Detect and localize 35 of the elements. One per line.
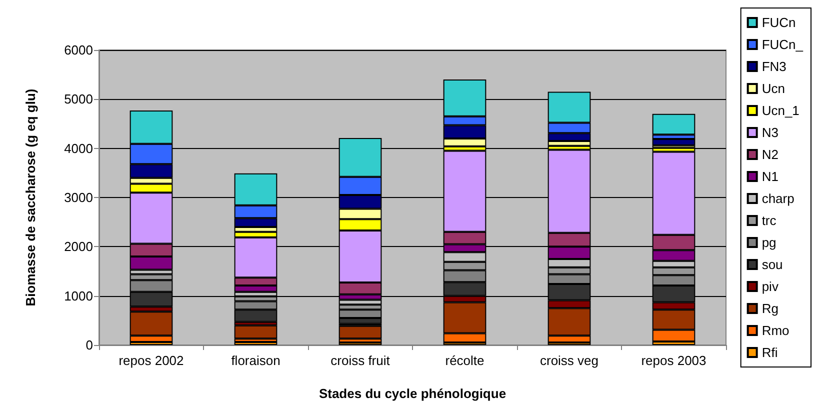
y-tick-label: 4000 [64, 140, 93, 156]
legend-label: piv [762, 279, 779, 294]
bar [234, 325, 278, 339]
legend-label: FUCn_ [762, 37, 804, 52]
x-tick-label: récolte [445, 353, 484, 368]
legend-label: Ucn_1 [762, 103, 800, 118]
y-tick-label: 6000 [64, 42, 93, 58]
bar [652, 114, 696, 135]
x-tick-label: floraison [231, 353, 280, 368]
y-axis-title: Biomasse de saccharose (g eq glu) [23, 88, 38, 306]
legend-label: trc [762, 213, 777, 228]
y-tick-label: 5000 [64, 92, 93, 107]
y-tick-label: 3000 [64, 190, 93, 205]
legend-label: Rmo [762, 323, 790, 338]
legend-label: sou [762, 257, 783, 272]
x-axis-title: Stades du cycle phénologique [318, 386, 506, 401]
legend-label: Rfi [762, 345, 778, 360]
x-tick-label: repos 2003 [641, 353, 706, 368]
y-tick-label: 1000 [64, 288, 93, 304]
x-tick-label: croiss fruit [330, 353, 390, 368]
x-tick-label: repos 2002 [118, 353, 184, 368]
legend-label: FN3 [762, 59, 786, 74]
bar [338, 326, 382, 339]
legend-label: N2 [762, 147, 778, 162]
bar [652, 138, 696, 146]
legend-label: FUCn [762, 15, 796, 30]
legend-label: Ucn [762, 81, 785, 96]
legend-label: Rg [762, 301, 778, 316]
legend-label: N3 [762, 125, 778, 140]
x-tick-label: croiss veg [540, 353, 599, 368]
y-tick-label: 2000 [64, 239, 93, 254]
legend-label: charp [762, 191, 794, 206]
y-tick-label: 0 [86, 338, 93, 352]
legend-label: pg [762, 235, 776, 250]
legend-label: N1 [762, 169, 778, 184]
